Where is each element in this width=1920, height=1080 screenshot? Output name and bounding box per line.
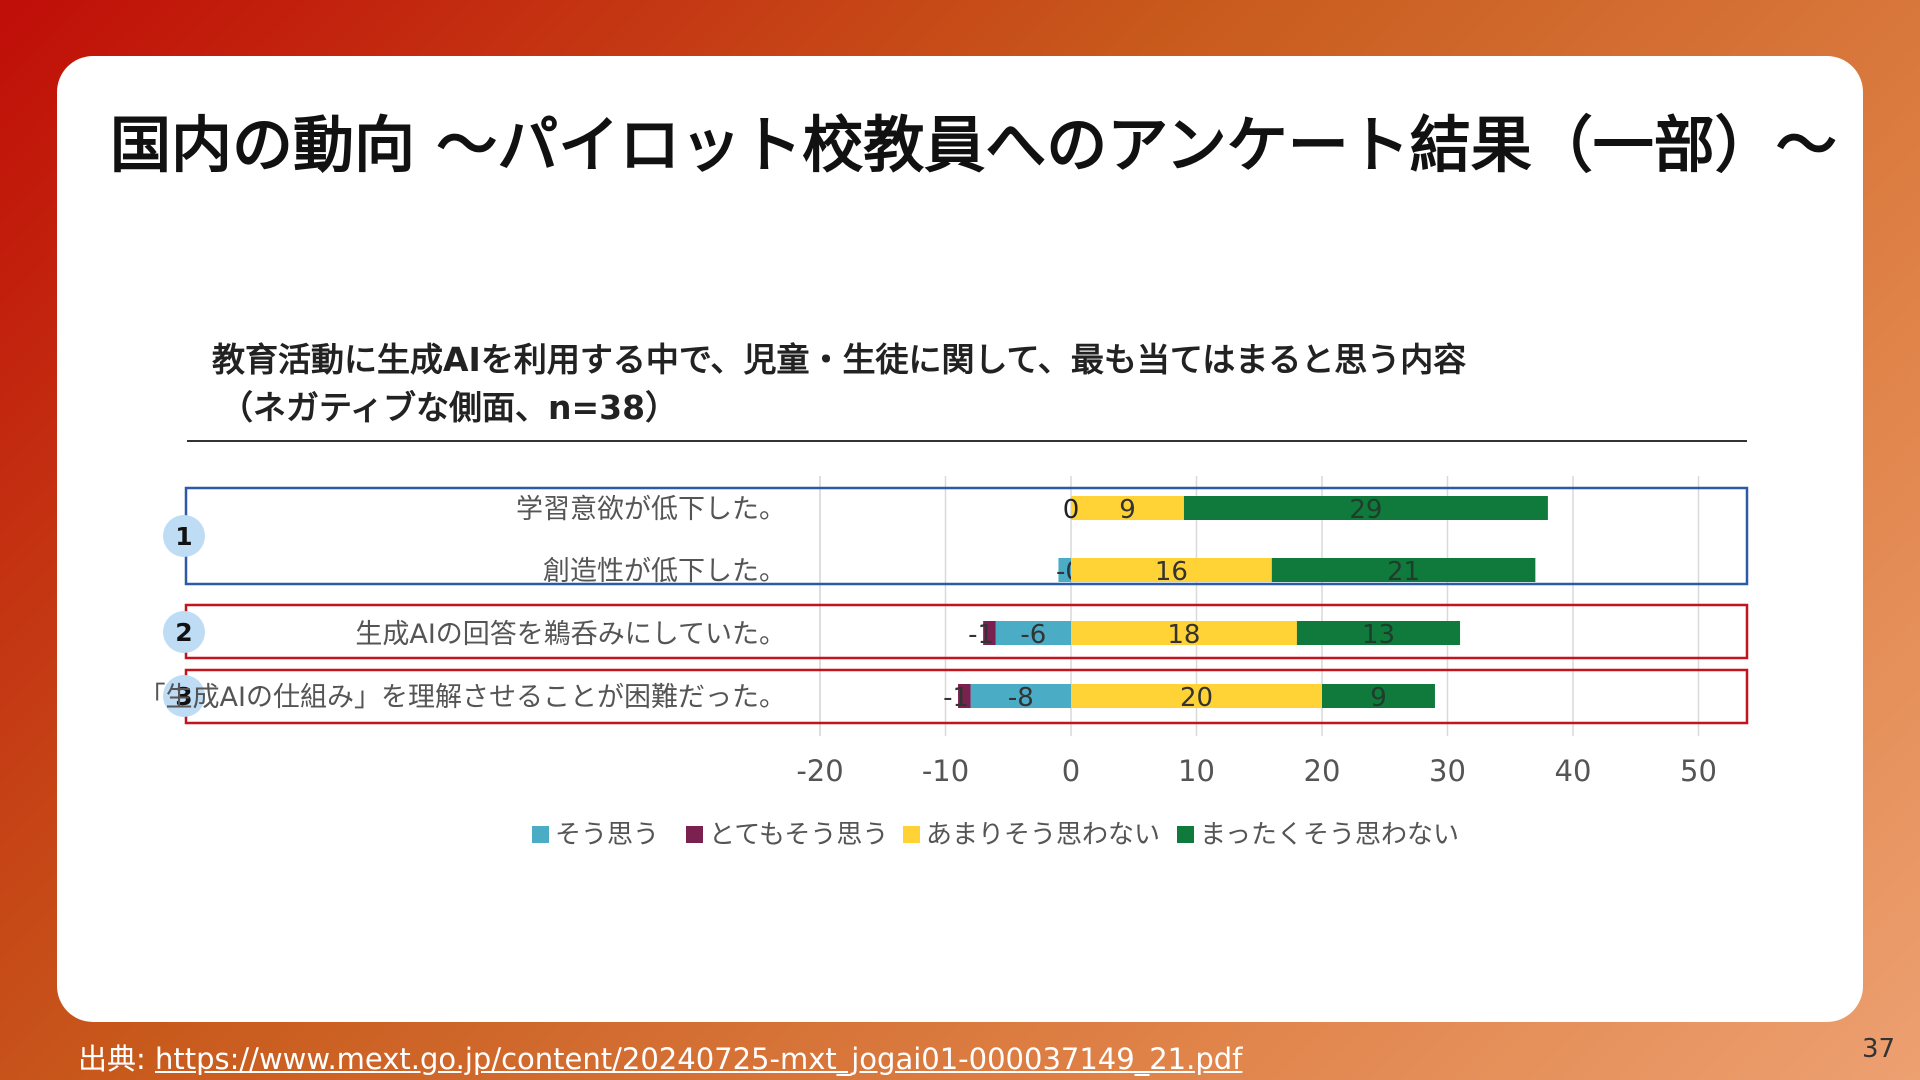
x-tick-label: -10 [922,754,969,788]
bar-segment [1296,621,1461,645]
x-tick-label: 30 [1429,754,1466,788]
group-badge-label: 1 [175,522,192,551]
data-label: 16 [1155,557,1188,587]
group-badge [163,675,205,717]
x-tick-label: 50 [1680,754,1717,788]
source-label: 出典: [78,1042,155,1076]
category-label: 「生成AIの仕組み」を理解させることが困難だった。 [139,682,786,713]
data-label: 18 [1167,620,1200,650]
legend-swatch [903,826,920,843]
data-label: 0 [1063,495,1080,525]
legend-swatch [532,826,549,843]
group-badge-label: 3 [175,682,192,711]
bar-segment [970,684,1071,708]
bar-segment [1071,621,1297,645]
x-tick-label: 20 [1304,754,1341,788]
group-badge [163,611,205,653]
data-label: -1 [943,683,969,713]
bar-segment [1071,684,1322,708]
legend-swatch [1177,826,1194,843]
bar-segment [983,621,996,645]
source-link[interactable]: https://www.mext.go.jp/content/20240725-… [155,1042,1243,1076]
slide-title: 国内の動向 ～パイロット校教員へのアンケート結果（一部）～ [110,110,1837,181]
bar-segment [1071,496,1184,520]
legend-label: あまりそう思わない [926,820,1160,850]
data-label: 21 [1387,557,1420,587]
x-tick-label: 0 [1062,754,1080,788]
bar-segment [958,684,971,708]
bar-segment [995,621,1071,645]
legend-swatch [686,826,703,843]
data-label: -8 [1008,683,1034,713]
legend-label: とてもそう思う [709,820,888,850]
group-badge [163,515,205,557]
data-label: 13 [1362,620,1395,650]
bar-segment [1322,684,1435,708]
data-label: 29 [1349,495,1382,525]
data-label: -1 [968,620,994,650]
data-label: 20 [1180,683,1213,713]
x-tick-label: -20 [796,754,843,788]
chart-title-line1: 教育活動に生成AIを利用する中で、児童・生徒に関して、最も当てはまると思う内容 [212,340,1467,379]
group-badge-label: 2 [175,618,192,647]
x-tick-label: 40 [1555,754,1592,788]
bar-segment [1058,558,1071,582]
source-citation: 出典: https://www.mext.go.jp/content/20240… [78,1036,1242,1078]
slide-card [57,56,1863,1022]
category-label: 生成AIの回答を鵜呑みにしていた。 [355,619,786,650]
legend-label: まったくそう思わない [1200,820,1459,850]
category-label: 学習意欲が低下した。 [516,494,786,525]
bar-segment [1071,558,1272,582]
x-tick-label: 10 [1178,754,1215,788]
chart-subtitle: （ネガティブな側面、n=38） [220,388,679,427]
page-number: 37 [1862,1034,1896,1064]
data-label: 9 [1370,683,1387,713]
bar-segment [1271,558,1536,582]
legend-label: そう思う [555,820,659,850]
bar-segment [1183,496,1548,520]
data-label: 9 [1119,495,1136,525]
category-label: 創造性が低下した。 [543,556,786,587]
chart-title: 教育活動に生成AIを利用する中で、児童・生徒に関して、最も当てはまると思う内容 … [212,336,1466,432]
data-label: -6 [1020,620,1046,650]
